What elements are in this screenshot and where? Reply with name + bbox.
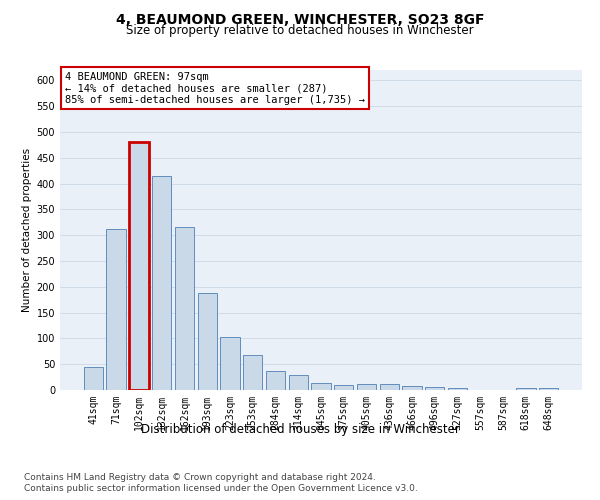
Bar — [357, 384, 376, 390]
Y-axis label: Number of detached properties: Number of detached properties — [22, 148, 32, 312]
Bar — [175, 228, 194, 390]
Bar — [129, 142, 149, 390]
Text: Contains public sector information licensed under the Open Government Licence v3: Contains public sector information licen… — [24, 484, 418, 493]
Bar — [289, 374, 308, 390]
Text: Contains HM Land Registry data © Crown copyright and database right 2024.: Contains HM Land Registry data © Crown c… — [24, 472, 376, 482]
Text: 4 BEAUMOND GREEN: 97sqm
← 14% of detached houses are smaller (287)
85% of semi-d: 4 BEAUMOND GREEN: 97sqm ← 14% of detache… — [65, 72, 365, 105]
Bar — [106, 229, 126, 390]
Text: 4, BEAUMOND GREEN, WINCHESTER, SO23 8GF: 4, BEAUMOND GREEN, WINCHESTER, SO23 8GF — [116, 12, 484, 26]
Bar — [266, 371, 285, 390]
Text: Distribution of detached houses by size in Winchester: Distribution of detached houses by size … — [140, 422, 460, 436]
Bar — [152, 176, 172, 390]
Bar — [380, 384, 399, 390]
Bar — [220, 338, 239, 390]
Bar — [516, 388, 536, 390]
Bar — [539, 388, 558, 390]
Bar — [334, 385, 353, 390]
Bar — [403, 386, 422, 390]
Bar — [425, 388, 445, 390]
Bar — [311, 384, 331, 390]
Bar — [448, 388, 467, 390]
Bar — [197, 293, 217, 390]
Bar — [84, 367, 103, 390]
Text: Size of property relative to detached houses in Winchester: Size of property relative to detached ho… — [126, 24, 474, 37]
Bar — [243, 355, 262, 390]
